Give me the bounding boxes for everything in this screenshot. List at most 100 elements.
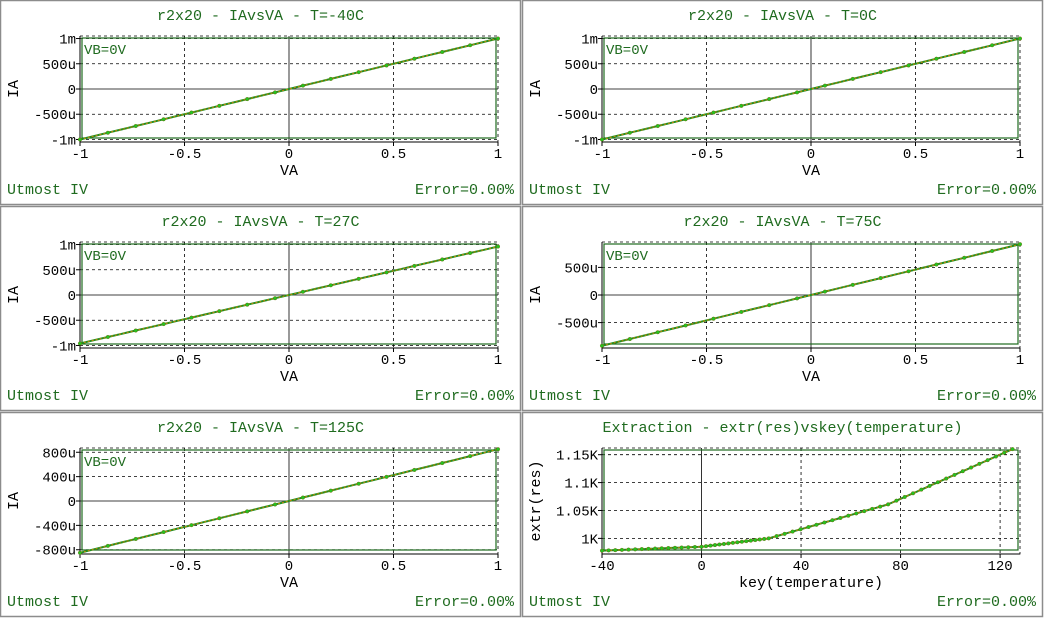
data-point [468, 43, 473, 48]
data-point [606, 548, 611, 553]
y-tick-label: 0 [68, 83, 76, 99]
x-axis-label: VA [280, 575, 298, 592]
data-point [704, 544, 709, 549]
data-point [217, 309, 222, 314]
data-point [683, 117, 688, 122]
footer-right: Error=0.00% [415, 594, 515, 611]
y-tick-label: -1m [51, 133, 76, 149]
data-point [672, 545, 677, 550]
data-point [726, 541, 731, 546]
data-point [902, 494, 907, 499]
y-tick-label: 0 [68, 495, 76, 511]
y-tick-label: 1.1K [564, 477, 598, 493]
series-line [79, 448, 499, 554]
data-point [189, 110, 194, 115]
x-axis-label: VA [280, 369, 298, 386]
y-tick-label: 0 [68, 289, 76, 305]
y-tick-label: -500u [556, 317, 598, 333]
data-point [944, 476, 949, 481]
data-point [619, 547, 624, 552]
data-point [245, 302, 250, 307]
x-tick-label: -1 [72, 147, 89, 163]
footer-right: Error=0.00% [415, 182, 515, 199]
data-point [744, 539, 749, 544]
x-tick-label: 0 [285, 353, 293, 369]
data-point [862, 509, 867, 514]
data-point [919, 487, 924, 492]
y-tick-label: 500u [42, 58, 76, 74]
data-point [806, 525, 811, 530]
data-point [356, 481, 361, 486]
data-point [790, 529, 795, 534]
data-point [886, 502, 891, 507]
x-tick-label: -1 [72, 353, 89, 369]
x-tick-label: 1 [494, 559, 502, 575]
x-axis-label: key(temperature) [739, 575, 883, 592]
data-point [356, 70, 361, 75]
x-tick-label: 1 [494, 147, 502, 163]
data-point [822, 83, 827, 88]
data-point [990, 43, 995, 48]
data-point [77, 550, 82, 555]
chart-title: r2x20 - IAvsVA - T=125C [157, 420, 364, 437]
y-axis-label: extr(res) [528, 460, 545, 541]
data-point [927, 483, 932, 488]
data-point [300, 83, 305, 88]
y-tick-label: 1.15K [556, 449, 599, 465]
data-point [161, 322, 166, 327]
x-tick-label: 0.5 [381, 147, 406, 163]
series-line [601, 243, 1021, 347]
data-point [1018, 242, 1023, 247]
footer-right: Error=0.00% [937, 388, 1037, 405]
legend-label: VB=0V [84, 249, 127, 265]
data-point [934, 56, 939, 61]
data-point [496, 447, 501, 452]
data-point [878, 70, 883, 75]
chart-panel-6: Extraction - extr(res)vskey(temperature)… [521, 411, 1044, 618]
y-tick-label: -500u [34, 108, 76, 124]
y-tick-label: 500u [564, 261, 598, 277]
footer-left: Utmost IV [7, 388, 88, 405]
y-axis-label: IA [528, 286, 545, 304]
data-point [854, 511, 859, 516]
data-point [748, 538, 753, 543]
data-point [626, 547, 631, 552]
chart-title: r2x20 - IAvsVA - T=27C [161, 214, 359, 231]
y-tick-label: -500u [556, 108, 598, 124]
data-point [133, 536, 138, 541]
chart-panel-2: r2x20 - IAvsVA - T=0C -1 -0.5 0 0.5 1 -1m -500u… [521, 0, 1044, 206]
y-tick-label: -800u [34, 544, 76, 560]
data-point [217, 103, 222, 108]
x-tick-label: -1 [72, 559, 89, 575]
x-tick-label: 0 [807, 147, 815, 163]
x-tick-label: 0 [807, 353, 815, 369]
chart-panel-5: r2x20 - IAvsVA - T=125C -1 -0.5 0 0.5 1 -800u -… [0, 411, 522, 618]
x-tick-label: 0 [285, 147, 293, 163]
data-point [990, 248, 995, 253]
data-point [161, 530, 166, 535]
data-point [712, 543, 717, 548]
panel-border [0, 411, 522, 618]
data-point [1002, 450, 1007, 455]
chart-title: r2x20 - IAvsVA - T=75C [683, 214, 881, 231]
data-point [679, 545, 684, 550]
x-tick-label: -0.5 [690, 147, 724, 163]
data-point [217, 516, 222, 521]
panel-border [0, 205, 522, 412]
data-point [646, 546, 651, 551]
x-tick-label: -1 [594, 147, 611, 163]
data-point [655, 330, 660, 335]
x-tick-label: 0.5 [381, 559, 406, 575]
data-point [822, 520, 827, 525]
data-point [795, 90, 800, 95]
data-point [795, 296, 800, 301]
y-tick-label: 1m [59, 239, 76, 255]
data-point [273, 296, 278, 301]
data-point [730, 540, 735, 545]
data-point [822, 289, 827, 294]
data-point [356, 276, 361, 281]
data-point [600, 137, 605, 142]
y-axis-label: IA [6, 492, 23, 510]
chart-title: r2x20 - IAvsVA - T=0C [688, 8, 877, 25]
